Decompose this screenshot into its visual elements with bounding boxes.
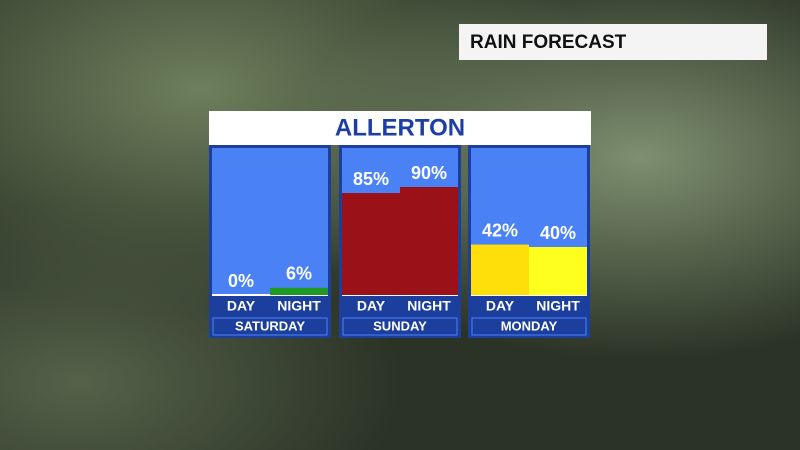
value-label: 40% [540, 223, 576, 243]
bar [471, 244, 529, 295]
day-label: SUNDAY [373, 318, 427, 333]
header-title: RAIN FORECAST [470, 32, 627, 53]
category-label: DAY [227, 298, 256, 314]
category-label: NIGHT [536, 298, 580, 314]
day-label: SATURDAY [235, 318, 305, 333]
bar [270, 287, 328, 295]
value-label: 90% [411, 163, 447, 183]
category-cell [271, 297, 327, 316]
category-label: DAY [357, 298, 386, 314]
chart-title: ALLERTON [335, 114, 465, 141]
header-box [459, 24, 767, 60]
bar [400, 187, 458, 295]
category-label: DAY [486, 298, 515, 314]
category-cell [343, 297, 399, 316]
value-label: 6% [286, 264, 312, 284]
value-label: 85% [353, 169, 389, 189]
category-label: NIGHT [277, 298, 321, 314]
bar [342, 193, 400, 295]
bar [529, 247, 587, 295]
title-box [209, 111, 591, 145]
panel-area [212, 148, 328, 296]
category-cell [530, 297, 586, 316]
day-cell [342, 317, 458, 336]
day-label: MONDAY [501, 318, 558, 333]
value-label: 42% [482, 220, 518, 240]
day-cell [212, 317, 328, 336]
day-cell [471, 317, 587, 336]
category-label: NIGHT [407, 298, 451, 314]
category-cell [401, 297, 457, 316]
value-label: 0% [228, 271, 254, 291]
category-cell [472, 297, 528, 316]
category-cell [213, 297, 269, 316]
